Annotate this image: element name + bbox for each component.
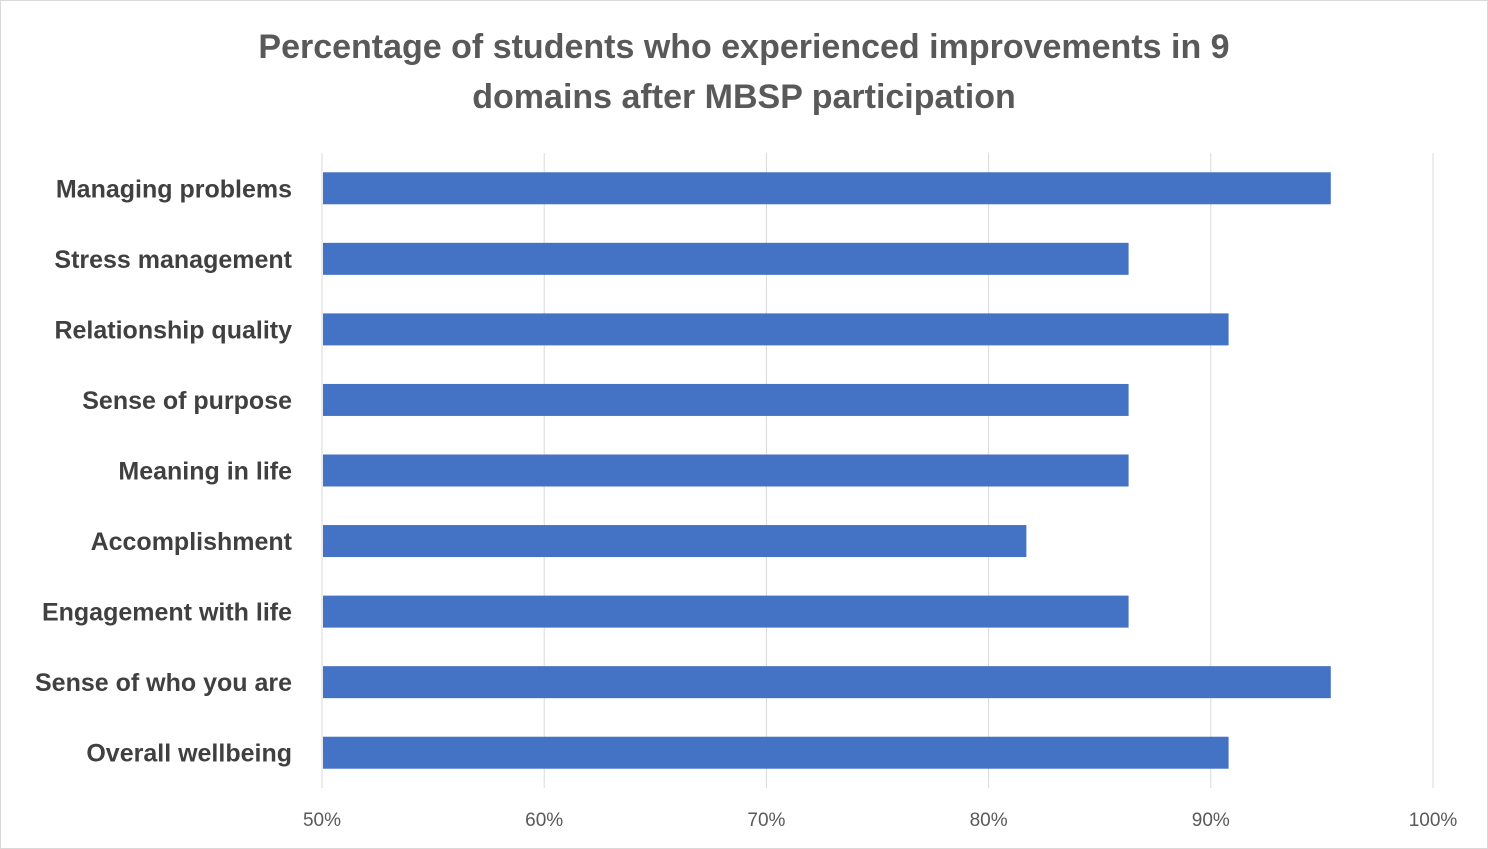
category-label: Accomplishment xyxy=(91,528,293,556)
category-label: Engagement with life xyxy=(42,599,292,627)
category-label: Relationship quality xyxy=(54,316,292,344)
category-label: Sense of who you are xyxy=(35,669,292,697)
category-label: Overall wellbeing xyxy=(86,740,292,768)
chart-title: Percentage of students who experienced i… xyxy=(0,22,1488,122)
bar xyxy=(323,525,1027,558)
bar xyxy=(323,666,1331,699)
bar xyxy=(323,242,1129,275)
bar xyxy=(323,595,1129,628)
bars xyxy=(323,172,1331,769)
bar xyxy=(323,172,1331,205)
x-tick-label: 80% xyxy=(970,810,1008,831)
category-labels: Managing problems Stress management Relati… xyxy=(35,175,293,767)
x-tick-label: 60% xyxy=(525,810,563,831)
category-label: Meaning in life xyxy=(118,458,292,486)
chart-title-line-1: Percentage of students who experienced i… xyxy=(258,28,1230,66)
x-tick-label: 100% xyxy=(1409,810,1458,831)
bar xyxy=(323,736,1229,769)
bar xyxy=(323,454,1129,487)
category-label: Sense of purpose xyxy=(82,387,292,415)
bar xyxy=(323,383,1129,416)
bar xyxy=(323,313,1229,346)
x-tick-labels: 50% 60% 70% 80% 90% 100% xyxy=(303,810,1457,831)
x-tick-label: 50% xyxy=(303,810,341,831)
category-label: Stress management xyxy=(54,246,292,274)
x-tick-label: 70% xyxy=(747,810,785,831)
category-label: Managing problems xyxy=(56,175,292,203)
chart-title-line-2: domains after MBSP participation xyxy=(472,78,1016,116)
x-tick-label: 90% xyxy=(1192,810,1230,831)
